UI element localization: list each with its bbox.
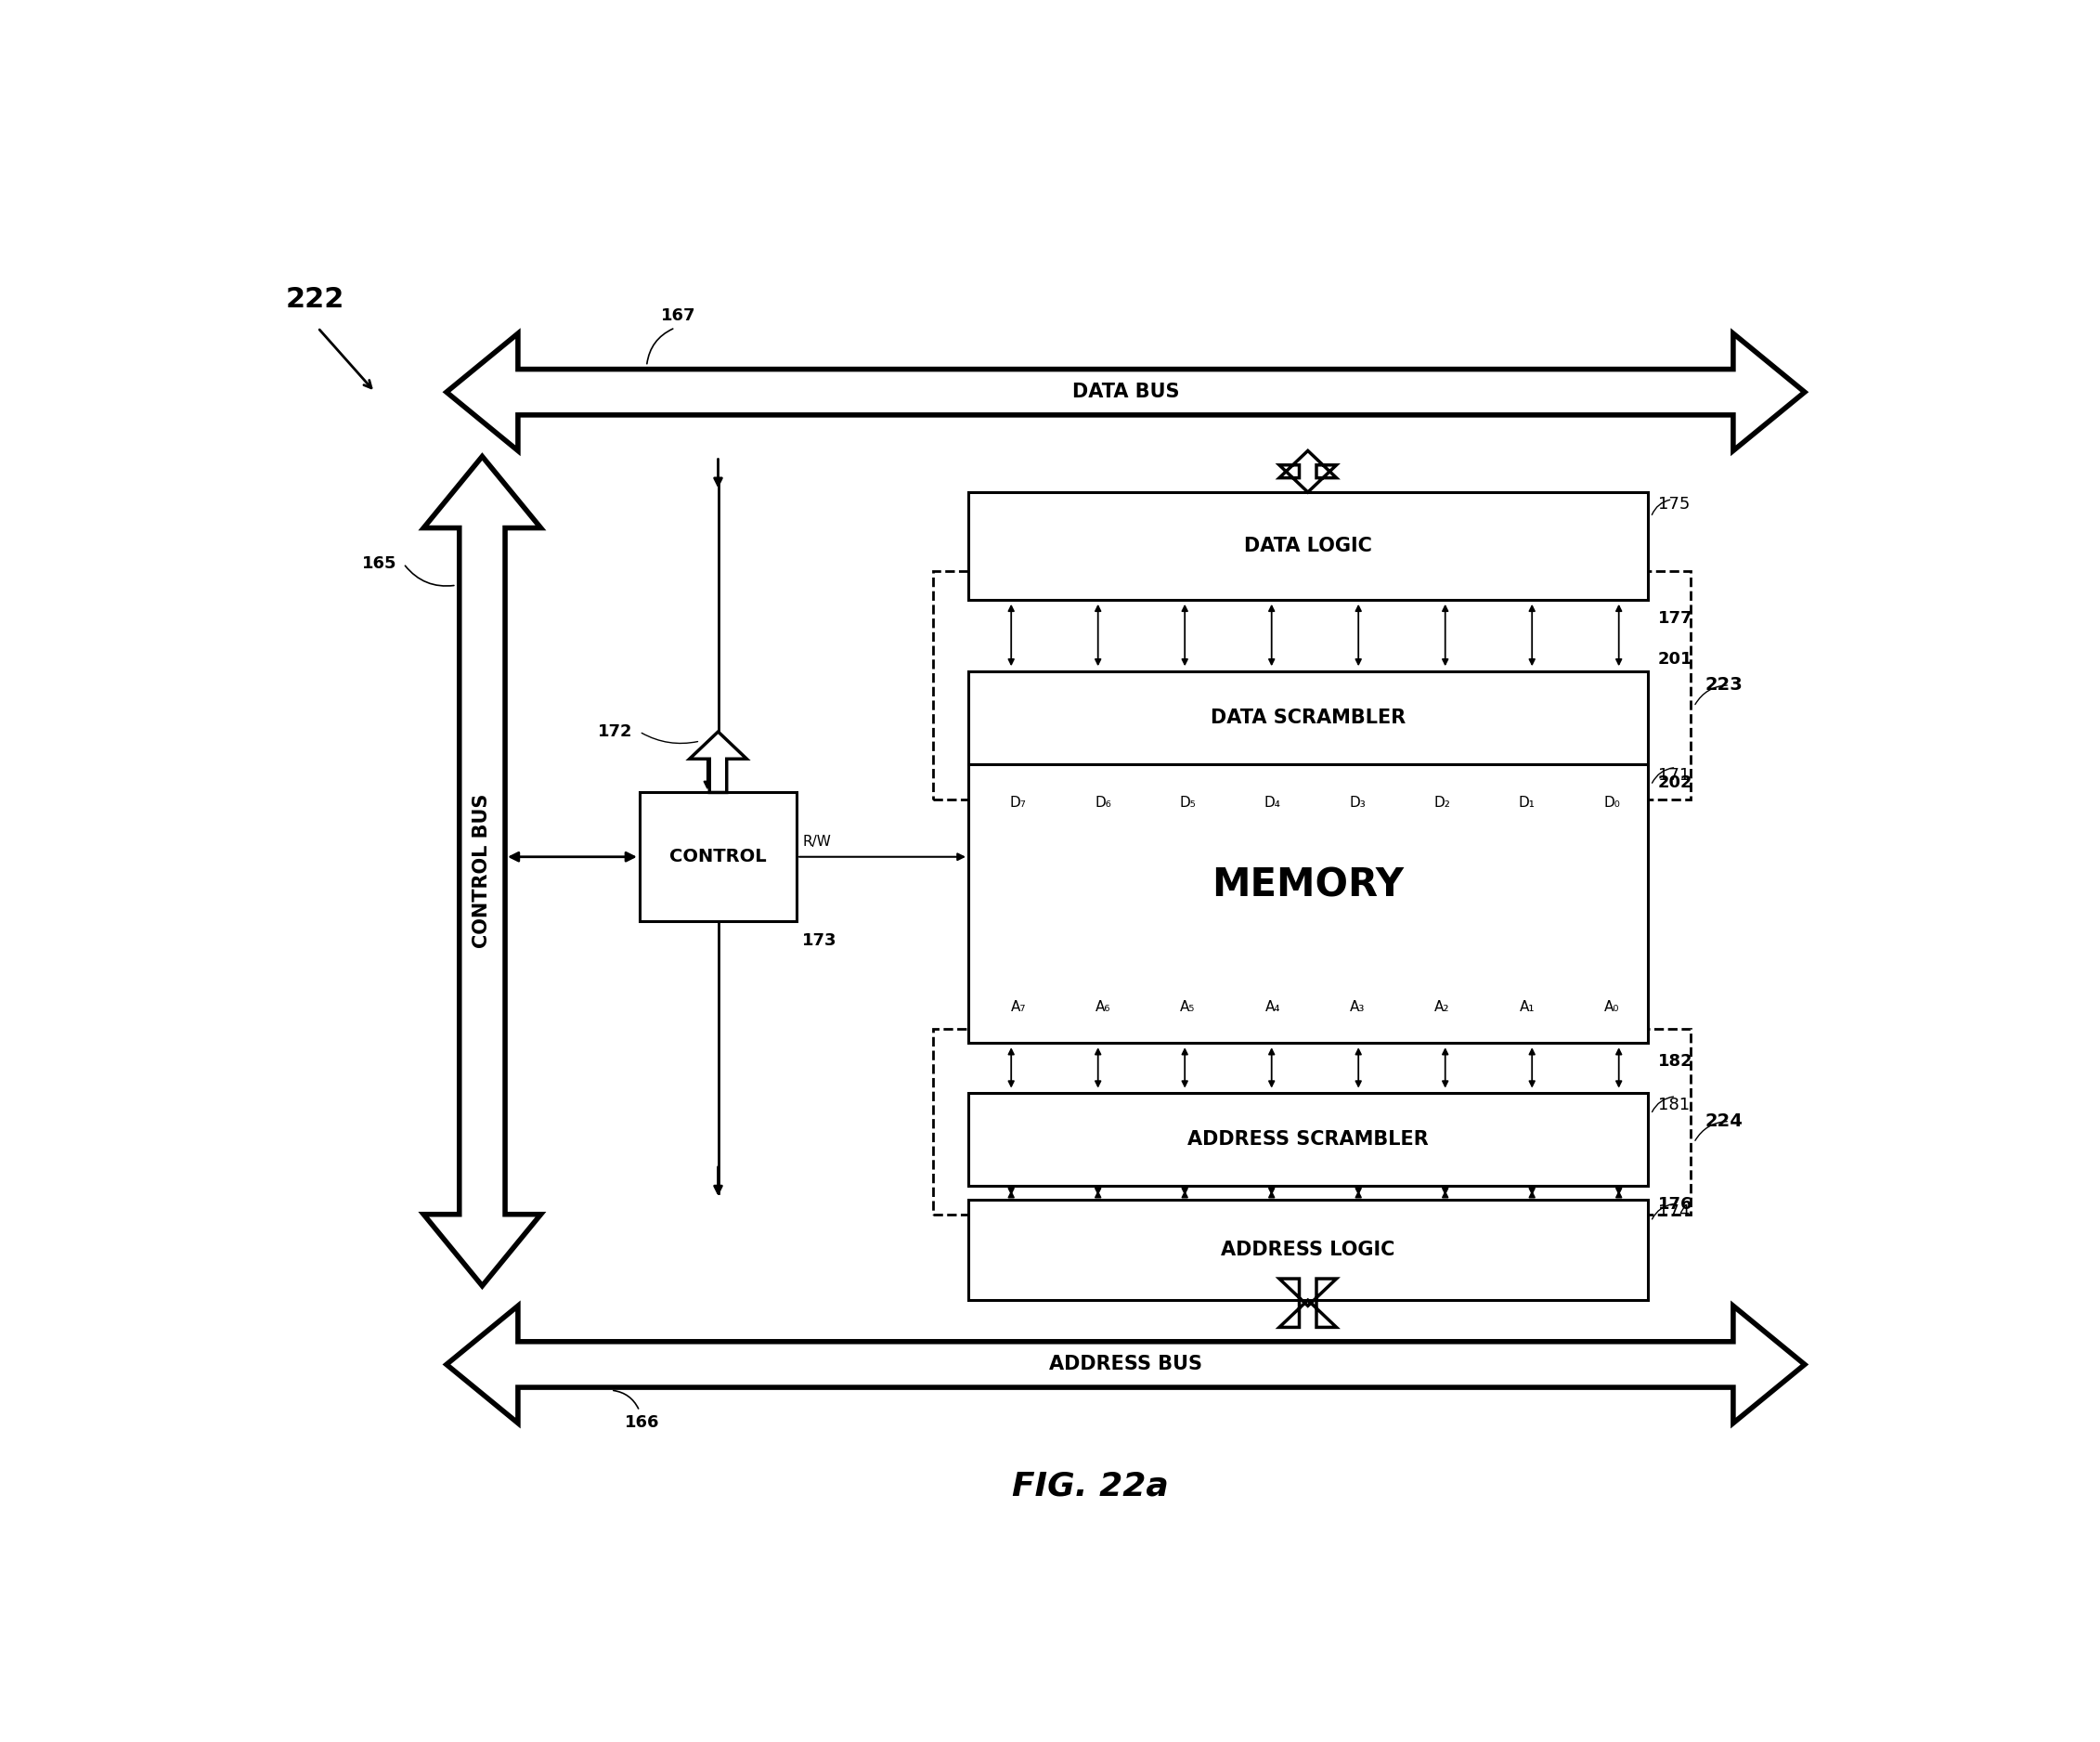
Text: ADDRESS SCRAMBLER: ADDRESS SCRAMBLER — [1186, 1131, 1428, 1148]
Text: A₄: A₄ — [1264, 1000, 1281, 1014]
Text: CONTROL BUS: CONTROL BUS — [472, 794, 491, 948]
Text: DATA SCRAMBLER: DATA SCRAMBLER — [1210, 707, 1405, 726]
Bar — [968, 493, 1646, 599]
Text: A₅: A₅ — [1180, 1000, 1195, 1014]
Polygon shape — [447, 1306, 1804, 1423]
Text: 173: 173 — [802, 932, 838, 949]
Text: A₆: A₆ — [1096, 1000, 1111, 1014]
Bar — [968, 1092, 1646, 1186]
Text: 223: 223 — [1705, 676, 1743, 693]
Text: DATA BUS: DATA BUS — [1071, 383, 1180, 401]
Text: A₀: A₀ — [1604, 1000, 1619, 1014]
Text: DATA LOGIC: DATA LOGIC — [1243, 537, 1371, 556]
Text: MEMORY: MEMORY — [1212, 866, 1405, 904]
Text: A₁: A₁ — [1518, 1000, 1535, 1014]
Text: D₆: D₆ — [1094, 796, 1111, 810]
Text: 165: 165 — [361, 556, 397, 571]
Text: A₃: A₃ — [1350, 1000, 1365, 1014]
Text: D₃: D₃ — [1348, 796, 1365, 810]
Bar — [640, 793, 796, 922]
Text: D₇: D₇ — [1010, 796, 1027, 810]
Bar — [968, 765, 1646, 1043]
Polygon shape — [447, 333, 1804, 451]
Polygon shape — [1279, 1279, 1336, 1327]
Text: D₀: D₀ — [1604, 796, 1619, 810]
Text: ADDRESS LOGIC: ADDRESS LOGIC — [1220, 1240, 1394, 1259]
Text: 176: 176 — [1659, 1197, 1693, 1212]
Text: 202: 202 — [1659, 775, 1693, 791]
Text: 166: 166 — [626, 1415, 659, 1432]
Text: A₇: A₇ — [1010, 1000, 1027, 1014]
Text: 224: 224 — [1705, 1113, 1743, 1131]
Bar — [932, 571, 1691, 800]
Text: 181: 181 — [1659, 1096, 1691, 1113]
Polygon shape — [424, 456, 542, 1286]
Text: 167: 167 — [662, 307, 695, 324]
Text: 177: 177 — [1659, 610, 1693, 627]
Text: R/W: R/W — [802, 834, 832, 848]
Bar — [968, 1200, 1646, 1300]
Text: A₂: A₂ — [1434, 1000, 1449, 1014]
Bar — [932, 1028, 1691, 1214]
Text: 174: 174 — [1659, 1204, 1691, 1221]
Text: CONTROL: CONTROL — [670, 848, 766, 866]
Text: 201: 201 — [1659, 652, 1693, 667]
Text: 171: 171 — [1659, 768, 1691, 784]
Text: D₁: D₁ — [1518, 796, 1535, 810]
Text: 222: 222 — [286, 286, 344, 312]
Text: 175: 175 — [1659, 496, 1691, 512]
Text: ADDRESS BUS: ADDRESS BUS — [1050, 1355, 1201, 1374]
Text: D₅: D₅ — [1180, 796, 1197, 810]
Text: D₂: D₂ — [1434, 796, 1451, 810]
Polygon shape — [1279, 451, 1336, 493]
Text: FIG. 22a: FIG. 22a — [1012, 1470, 1168, 1502]
Bar — [968, 671, 1646, 765]
Text: 172: 172 — [598, 723, 632, 740]
Text: 182: 182 — [1659, 1054, 1693, 1070]
Text: D₄: D₄ — [1264, 796, 1281, 810]
Polygon shape — [689, 732, 748, 793]
